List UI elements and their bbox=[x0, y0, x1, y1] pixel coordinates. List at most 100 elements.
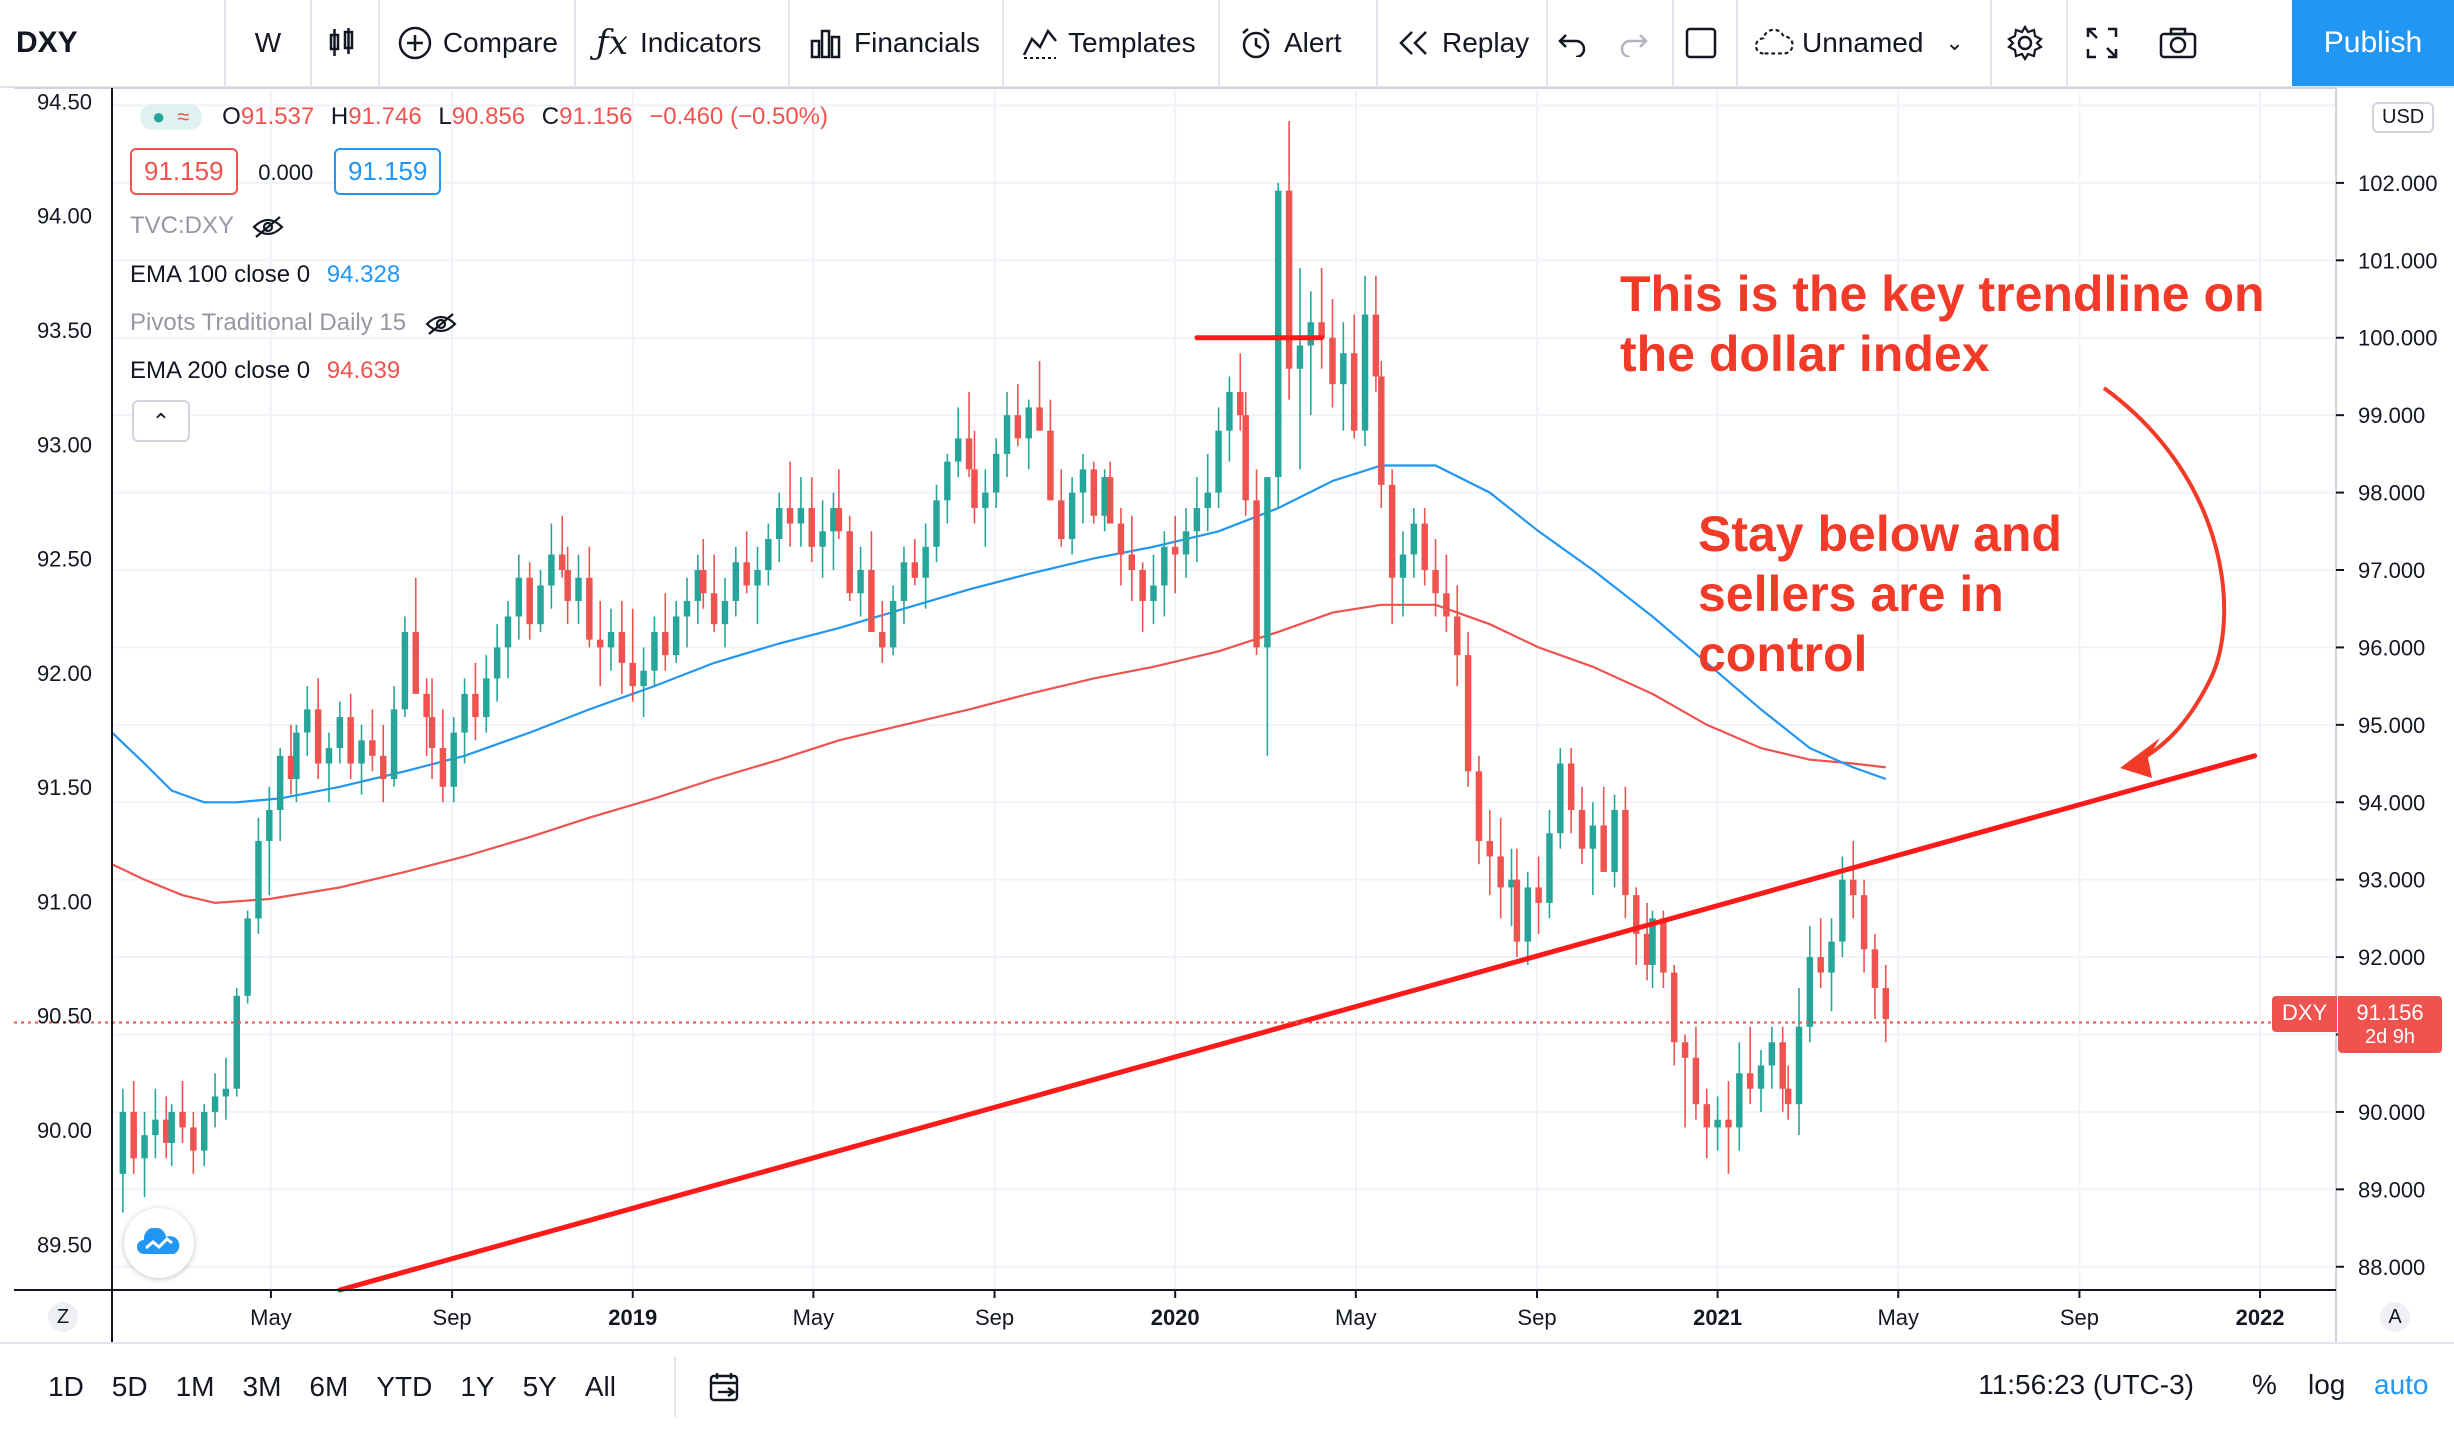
candle-body bbox=[493, 647, 501, 679]
range-button-all[interactable]: All bbox=[584, 1371, 616, 1402]
candle-body bbox=[564, 570, 571, 601]
ohlc-row: ● ≈ O91.537 H91.746 L90.856 C91.156 −0.4… bbox=[140, 103, 828, 131]
range-button-ytd[interactable]: YTD bbox=[376, 1371, 433, 1402]
collapse-legend-button[interactable]: ⌃ bbox=[132, 400, 190, 442]
percent-scale-toggle[interactable]: % bbox=[2252, 1369, 2277, 1400]
candle-body bbox=[1497, 856, 1504, 888]
candle-body bbox=[1432, 570, 1439, 594]
candle-body bbox=[1768, 1042, 1776, 1066]
candle-body bbox=[922, 546, 929, 578]
left-axis-tick-label: 92.50 bbox=[37, 547, 92, 572]
left-price-axis[interactable]: 89.50 90.00 90.50 91.00 91.50 92.00 92.50 93.00… bbox=[37, 89, 92, 1257]
range-button-1y[interactable]: 1Y bbox=[460, 1371, 495, 1402]
candle-body bbox=[1047, 430, 1054, 501]
right-price-axis[interactable]: 88.00089.00090.00091.00092.00093.00094.0… bbox=[2336, 171, 2438, 1280]
range-button-3m[interactable]: 3M bbox=[242, 1371, 282, 1402]
candle-body bbox=[428, 717, 436, 749]
timezone-clock[interactable]: 11:56:23 (UTC-3) bbox=[1978, 1369, 2194, 1400]
candle-body bbox=[1025, 407, 1032, 439]
a-button[interactable]: A bbox=[2380, 1302, 2410, 1332]
financials-label: Financials bbox=[854, 27, 981, 58]
undo-button[interactable] bbox=[1548, 0, 1604, 86]
pivots-row[interactable]: Pivots Traditional Daily 15 bbox=[130, 309, 457, 337]
status-pill[interactable]: ● ≈ bbox=[140, 104, 202, 130]
ema200-row[interactable]: EMA 200 close 0 94.639 bbox=[130, 357, 400, 385]
left-axis-tick-label: 92.00 bbox=[37, 661, 92, 686]
log-scale-toggle[interactable]: log bbox=[2308, 1369, 2346, 1400]
templates-button[interactable]: Templates bbox=[1004, 0, 1220, 86]
fullscreen-button[interactable] bbox=[2068, 0, 2144, 86]
go-to-date-button[interactable] bbox=[673, 1357, 756, 1417]
interval-button[interactable]: W bbox=[226, 0, 312, 86]
candle-body bbox=[1443, 593, 1450, 617]
candle-body bbox=[1828, 941, 1835, 973]
fullscreen-icon bbox=[2084, 23, 2120, 63]
range-button-1d[interactable]: 1D bbox=[48, 1371, 84, 1402]
candle-body bbox=[472, 693, 479, 718]
snapshot-button[interactable] bbox=[2144, 0, 2220, 86]
candle-body bbox=[1714, 1119, 1721, 1128]
pivots-eye-hidden-icon[interactable] bbox=[425, 309, 457, 336]
alert-button[interactable]: Alert bbox=[1220, 0, 1378, 86]
symbol-search[interactable]: DXY bbox=[0, 0, 226, 86]
bid-ask-row: 91.159 0.000 91.159 bbox=[130, 148, 442, 195]
candle-body bbox=[200, 1111, 208, 1151]
candle-body bbox=[423, 693, 430, 718]
ema100-value: 94.328 bbox=[326, 261, 401, 288]
candle-body bbox=[808, 508, 815, 547]
ema200-value: 94.639 bbox=[326, 357, 401, 384]
candle-body bbox=[526, 577, 533, 625]
ema100-row[interactable]: EMA 100 close 0 94.328 bbox=[130, 261, 400, 289]
candle-body bbox=[1215, 430, 1222, 493]
candle-body bbox=[1849, 879, 1857, 896]
alarm-clock-icon bbox=[1236, 23, 1276, 63]
replay-button[interactable]: Replay bbox=[1378, 0, 1548, 86]
indicators-button[interactable]: ƒx Indicators bbox=[576, 0, 790, 86]
candle-body bbox=[244, 918, 251, 996]
publish-button[interactable]: Publish bbox=[2292, 0, 2454, 86]
range-button-5y[interactable]: 5Y bbox=[522, 1371, 557, 1402]
candle-body bbox=[401, 631, 409, 710]
right-axis-tick-label: 88.000 bbox=[2358, 1255, 2425, 1280]
buy-price-box[interactable]: 91.159 bbox=[333, 148, 442, 195]
range-button-1m[interactable]: 1M bbox=[175, 1371, 215, 1402]
candle-body bbox=[558, 554, 566, 570]
gear-icon bbox=[2006, 23, 2044, 63]
financials-button[interactable]: Financials bbox=[790, 0, 1004, 86]
candle-body bbox=[141, 1135, 148, 1159]
layout-name-dropdown[interactable]: Unnamed ⌄ bbox=[1738, 0, 1992, 86]
range-button-6m[interactable]: 6M bbox=[309, 1371, 349, 1402]
high-label: H bbox=[330, 103, 349, 130]
undo-icon bbox=[1556, 23, 1588, 63]
calendar-arrow-icon bbox=[709, 1373, 739, 1402]
candle-body bbox=[1193, 508, 1201, 532]
currency-unit-label[interactable]: USD bbox=[2372, 102, 2435, 133]
spread-value: 0.000 bbox=[258, 160, 314, 185]
candle-body bbox=[130, 1111, 137, 1159]
candle-body bbox=[700, 570, 707, 594]
candle-body bbox=[1014, 415, 1022, 439]
redo-button[interactable] bbox=[1604, 0, 1674, 86]
sell-price-box[interactable]: 91.159 bbox=[130, 148, 238, 195]
settings-button[interactable] bbox=[1992, 0, 2068, 86]
pivots-label: Pivots Traditional Daily 15 bbox=[130, 309, 407, 336]
tradingview-logo[interactable] bbox=[124, 1208, 194, 1278]
function-icon: ƒx bbox=[596, 23, 628, 63]
range-button-5d[interactable]: 5D bbox=[111, 1371, 148, 1402]
layout-select-button[interactable] bbox=[1674, 0, 1738, 86]
candles-group bbox=[119, 120, 1890, 1213]
z-button[interactable]: Z bbox=[48, 1302, 78, 1332]
time-axis[interactable]: May Sep 2019 May Sep 2020 May Sep 2021 May Sep 2022 bbox=[250, 1290, 2285, 1330]
grid bbox=[112, 90, 2336, 1290]
price-chart[interactable]: 89.50 90.00 90.50 91.00 91.50 92.00 92.50 93.00… bbox=[0, 0, 2454, 1342]
chart-style-button[interactable] bbox=[312, 0, 380, 86]
candle-body bbox=[1150, 585, 1157, 601]
auto-scale-toggle[interactable]: auto bbox=[2374, 1369, 2429, 1400]
candle-body bbox=[1378, 376, 1385, 485]
candle-body bbox=[721, 600, 729, 625]
eye-hidden-icon[interactable] bbox=[252, 212, 284, 239]
bottom-toolbar: 1D 5D 1M 3M 6M YTD 1Y 5Y All bbox=[0, 1342, 2454, 1430]
compare-button[interactable]: Compare bbox=[380, 0, 576, 86]
candle-body bbox=[1329, 337, 1336, 385]
candle-body bbox=[765, 539, 772, 570]
